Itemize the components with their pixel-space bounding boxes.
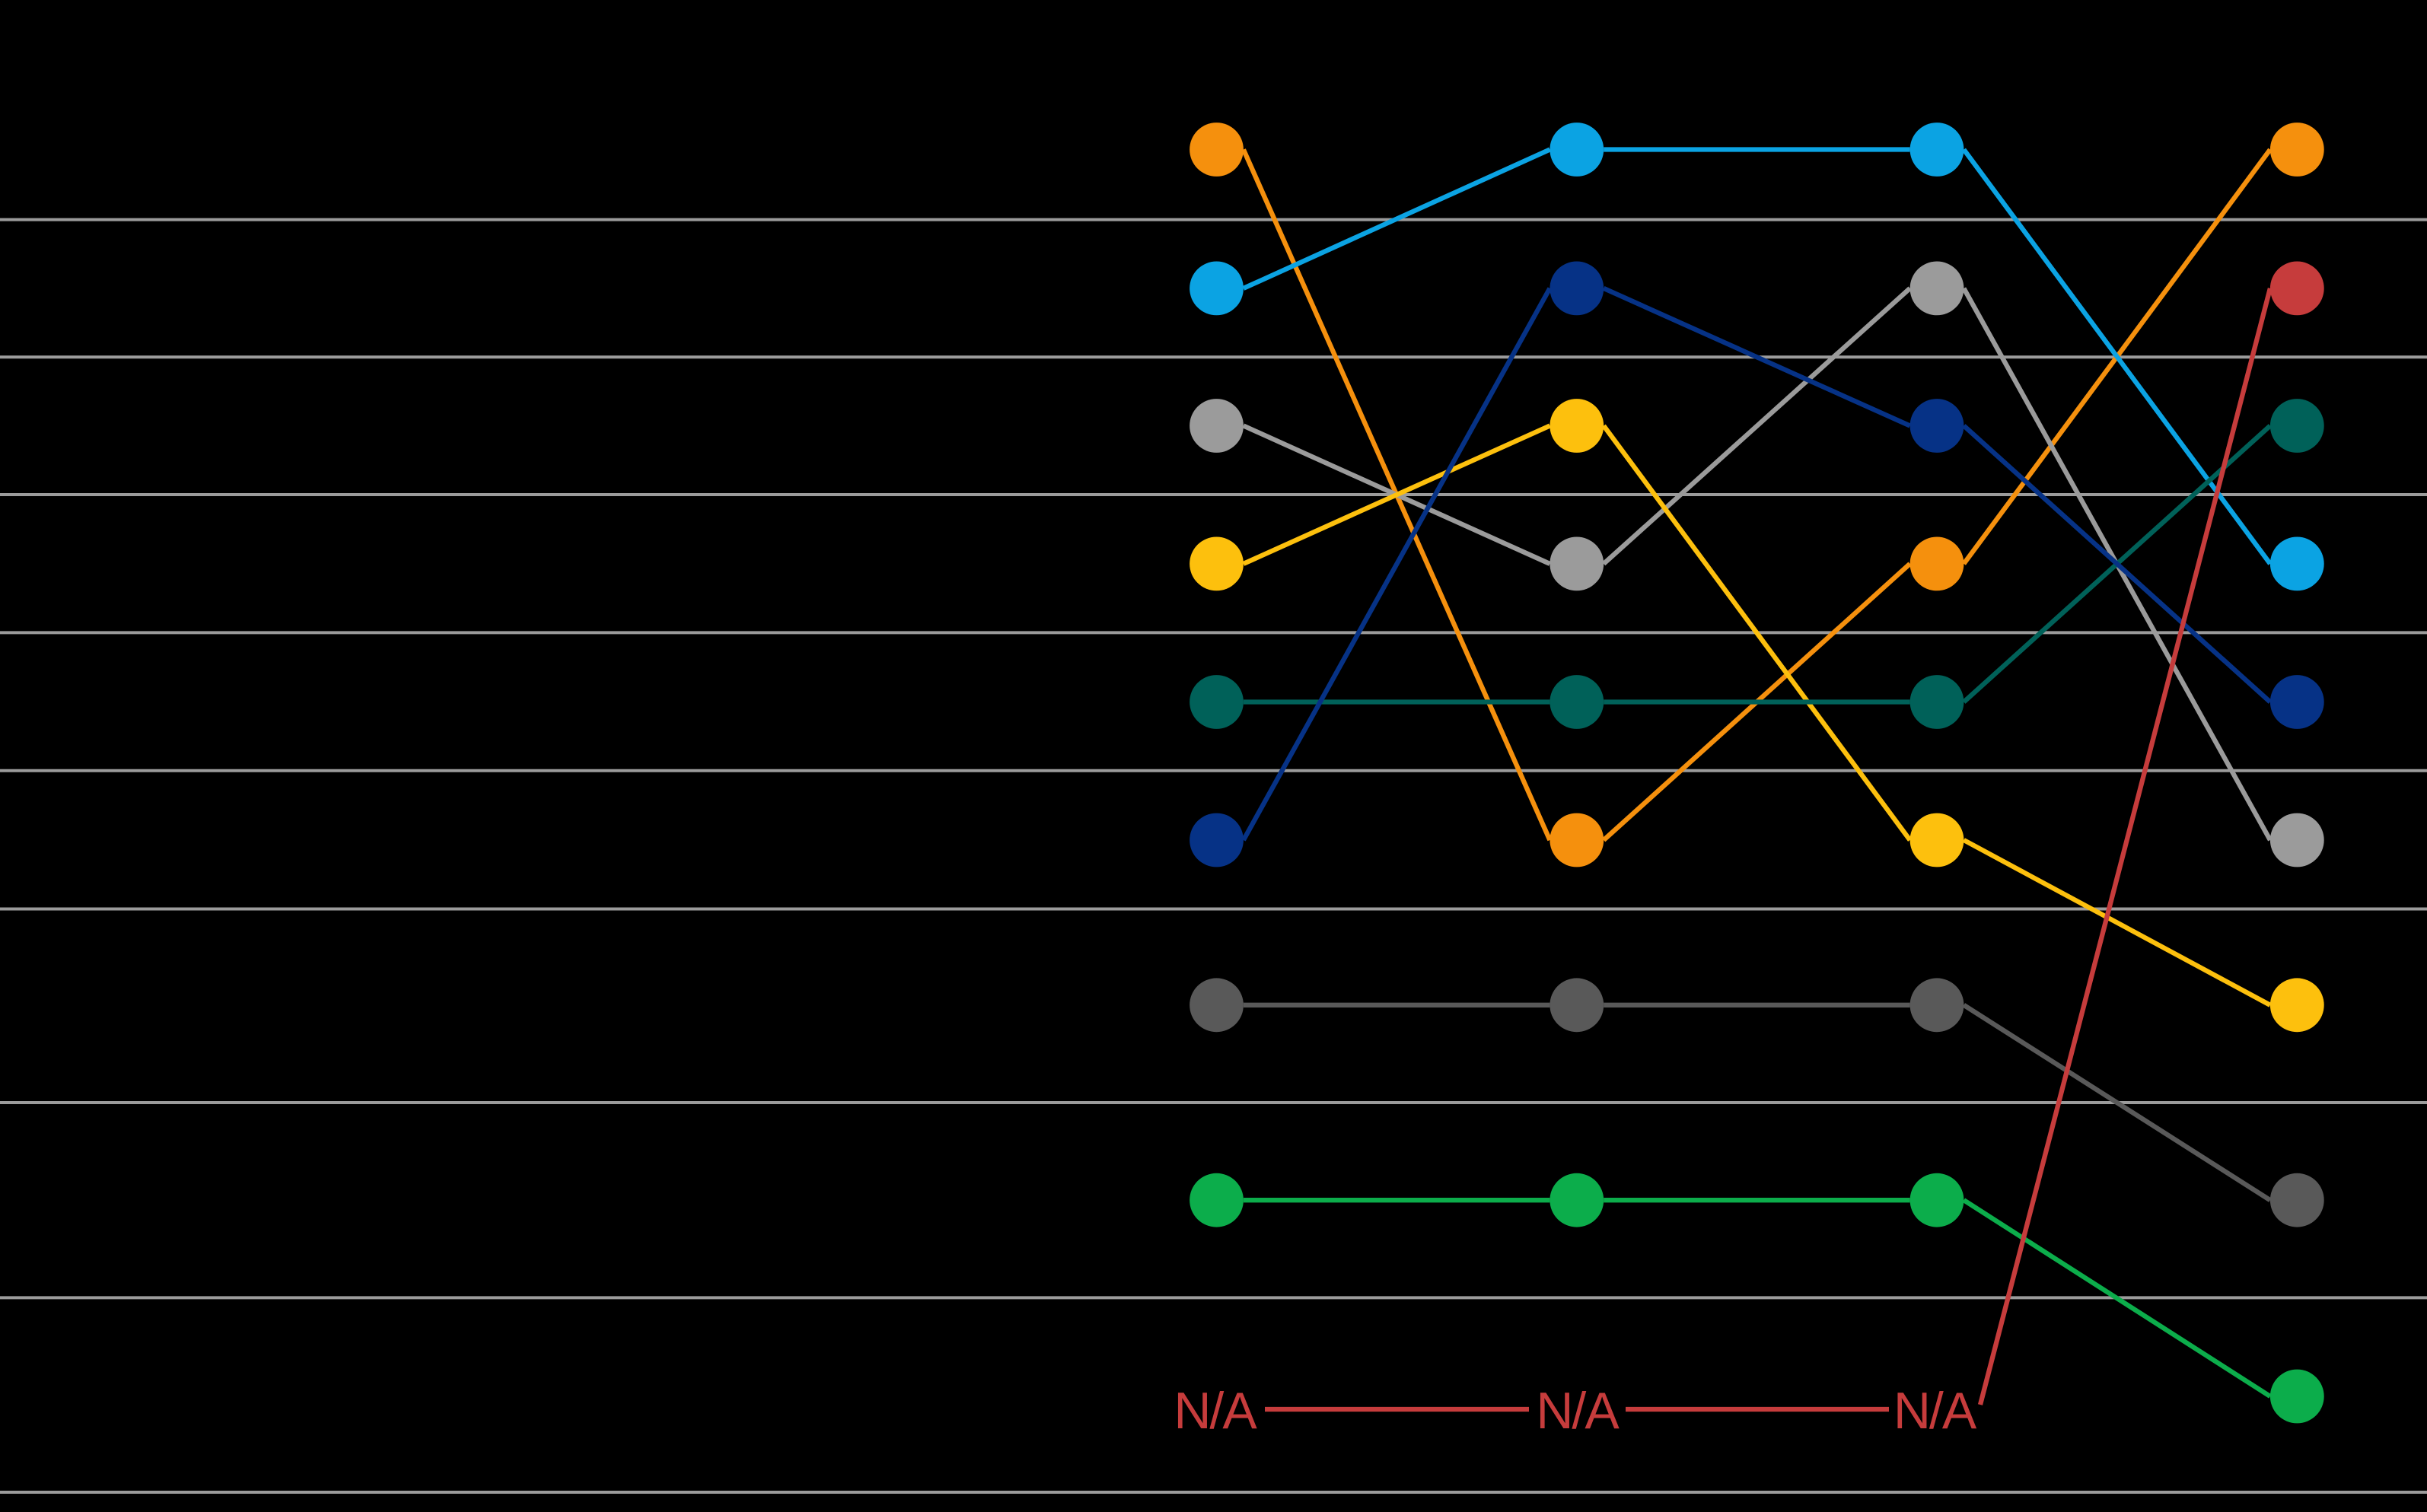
svg-text:N/A: N/A [1894,1382,1977,1440]
svg-text:N/A: N/A [1174,1382,1257,1440]
svg-text:N/A: N/A [1536,1382,1620,1440]
